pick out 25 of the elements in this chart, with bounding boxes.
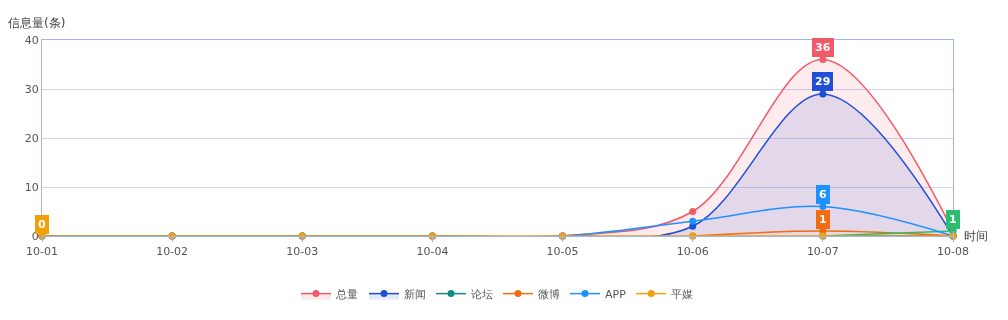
- x-tick-label: 10-03: [286, 245, 319, 259]
- data-label: 1: [819, 213, 827, 226]
- y-tick-label: 10: [24, 180, 39, 194]
- data-label: 1: [949, 213, 957, 226]
- y-axis-title: 信息量(条): [8, 16, 66, 30]
- x-tick-label: 10-05: [546, 245, 579, 259]
- y-tick-label: 20: [24, 131, 39, 145]
- x-tick-label: 10-08: [937, 245, 969, 259]
- data-label: 36: [815, 41, 831, 54]
- legend-label: APP: [605, 287, 627, 301]
- legend-label: 微博: [538, 287, 560, 301]
- x-tick-label: 10-04: [416, 245, 449, 259]
- y-tick-label: 30: [24, 82, 39, 96]
- x-tick-label: 10-07: [806, 245, 839, 259]
- legend-label: 新闻: [404, 287, 426, 301]
- y-tick-label: 40: [24, 33, 39, 47]
- x-tick-label: 10-02: [156, 245, 189, 259]
- legend-label: 总量: [335, 287, 358, 301]
- legend-label: 论坛: [471, 287, 493, 301]
- x-tick-label: 10-01: [26, 245, 58, 259]
- data-label: 29: [815, 75, 831, 88]
- x-axis-title: 时间: [964, 229, 988, 243]
- legend-label: 平媒: [671, 287, 694, 301]
- data-label: 6: [819, 188, 827, 201]
- x-tick-label: 10-06: [676, 245, 709, 259]
